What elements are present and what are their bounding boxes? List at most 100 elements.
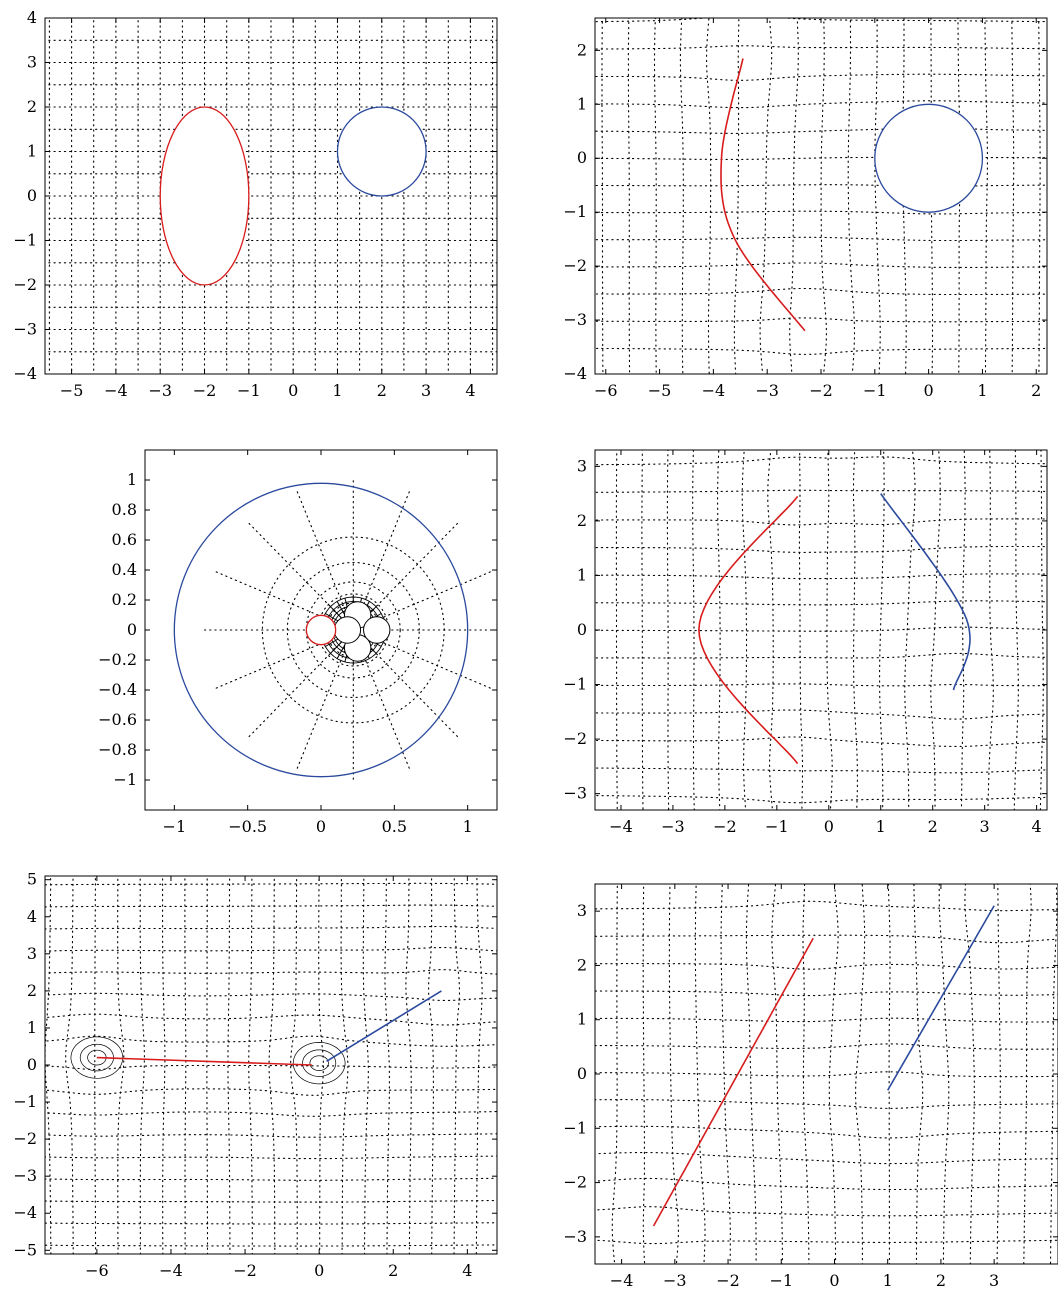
y-tick-label: 1 [127, 470, 137, 489]
grid-line-vertical [340, 876, 349, 1254]
x-tick-label: −3 [755, 381, 779, 400]
x-tick-label: 0.5 [382, 817, 407, 836]
grid-line-horizontal [595, 1043, 1058, 1050]
grid-line-vertical [475, 876, 483, 1254]
grid-line-vertical [904, 450, 916, 810]
x-tick-label: −0.5 [228, 817, 267, 836]
y-tick-label: 2 [27, 97, 37, 116]
grid-line-vertical [227, 876, 231, 1254]
grid-line-horizontal [565, 875, 1058, 882]
grid-line-vertical [984, 18, 988, 374]
y-tick-label: 2 [577, 40, 587, 59]
dense-ring [70, 1036, 124, 1079]
grid-line-horizontal [595, 489, 1047, 493]
y-tick-label: 3 [27, 53, 37, 72]
panel-two-slits: −4 −3 −2 −1 0 1 2 3 −3 −2 −1 0 1 2 3 [562, 855, 1058, 1289]
y-tick-label: 0.2 [112, 590, 137, 609]
grid-line-vertical [94, 876, 97, 1254]
y-tick-label: 1 [27, 142, 37, 161]
grid-line-vertical [745, 884, 757, 1264]
grid-line-vertical [820, 18, 827, 374]
y-tick-label: −3 [563, 310, 587, 329]
grid-line-horizontal [595, 1017, 1058, 1023]
radial-line [295, 646, 348, 772]
panel-two-segments: −6 −4 −2 0 2 4 −5 −4 −3 −2 −1 0 1 2 3 4 5 [13, 855, 518, 1280]
radial-line [365, 642, 460, 739]
grid-line-horizontal [45, 1013, 497, 1026]
y-tick-label: −4 [13, 1203, 37, 1222]
y-tick-label: 4 [27, 8, 37, 27]
grid-line-vertical [913, 884, 924, 1264]
y-tick-label: 0 [27, 1055, 37, 1074]
y-tick-label: −1 [563, 675, 587, 694]
y-tick-label: 4 [27, 907, 37, 926]
x-tick-label: 2 [928, 817, 938, 836]
x-tick-label: 2 [388, 1261, 398, 1280]
y-tick-label: −4 [13, 364, 37, 383]
grid-line-horizontal [595, 1177, 1058, 1191]
hole [363, 616, 391, 644]
x-tick-label: −2 [713, 817, 737, 836]
grid-line-vertical [957, 18, 962, 374]
grid-line-horizontal [595, 518, 1047, 526]
grid-line-vertical [384, 876, 390, 1254]
grid-line-vertical [499, 855, 503, 1275]
grid-line-vertical [565, 421, 566, 839]
x-tick-label: 1 [876, 817, 886, 836]
grid-line-vertical [960, 450, 966, 810]
grid-line-horizontal [25, 862, 518, 863]
x-tick-label: 1 [977, 381, 987, 400]
x-tick-label: −2 [233, 1261, 257, 1280]
axes-frame [594, 449, 1048, 811]
radial-line [246, 642, 342, 739]
grid-line-horizontal [45, 925, 497, 930]
grid-line-horizontal [595, 210, 1047, 215]
boundary-arc [698, 495, 799, 765]
boundary-arc [720, 58, 806, 332]
grid-line-vertical [720, 884, 731, 1264]
plot-area [565, 421, 1047, 839]
grid-line-vertical [117, 876, 125, 1254]
y-tick-label: −0.4 [98, 680, 137, 699]
x-tick-label: 1 [332, 381, 342, 400]
y-tick-label: 0 [577, 148, 587, 167]
y-tick-label: 1 [27, 1018, 37, 1037]
radial-line [368, 636, 493, 690]
grid-line-horizontal [595, 600, 1047, 606]
x-tick-label: −6 [85, 1261, 109, 1280]
grid-line-vertical [627, 18, 631, 374]
x-tick-label: 0 [824, 817, 834, 836]
grid-line-horizontal [45, 1088, 497, 1096]
boundary-circle [336, 106, 427, 197]
x-tick-label: 3 [989, 1271, 999, 1289]
y-tick-label: 0 [127, 620, 137, 639]
grid-line-horizontal [595, 545, 1047, 553]
grid-line-vertical [706, 18, 712, 374]
y-tick-label: 0 [27, 186, 37, 205]
grid-line-vertical [692, 450, 695, 810]
grid-line-vertical [938, 884, 950, 1264]
x-tick-label: −2 [716, 1271, 740, 1289]
grid-line-vertical [987, 450, 994, 810]
grid-line-horizontal [45, 969, 497, 975]
grid-line-horizontal [595, 100, 1047, 109]
y-tick-label: 1 [577, 94, 587, 113]
dense-ring [87, 1049, 107, 1066]
grid-line-horizontal [595, 1206, 1058, 1217]
grid-line-horizontal [595, 736, 1047, 748]
grid-line-vertical [453, 876, 461, 1254]
plot-area [595, 18, 1047, 374]
grid-line-horizontal [595, 1152, 1058, 1165]
grid-line-vertical [405, 876, 412, 1254]
grid-line-vertical [318, 876, 324, 1254]
x-tick-label: −4 [104, 381, 128, 400]
y-tick-label: −3 [563, 784, 587, 803]
grid-line-vertical [562, 855, 565, 1289]
grid-line-vertical [668, 884, 679, 1264]
boundary-ellipse [159, 106, 250, 286]
grid-line-horizontal [45, 1035, 497, 1047]
grid-line-vertical [428, 876, 434, 1254]
radial-line [246, 521, 342, 618]
grid-line-vertical [679, 18, 684, 374]
y-tick-label: 1 [577, 565, 587, 584]
